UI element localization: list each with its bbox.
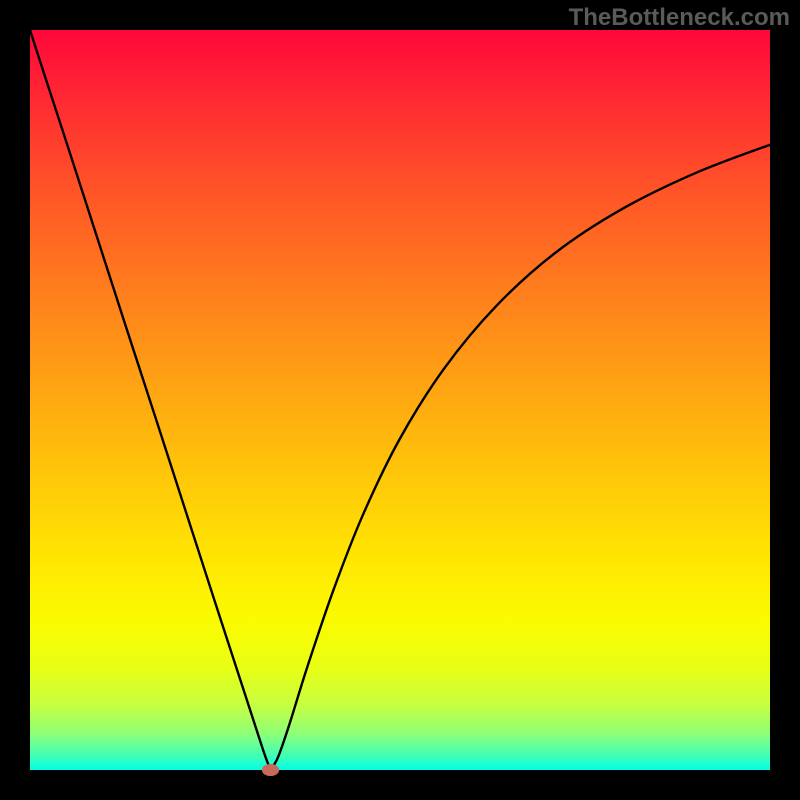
chart-container: TheBottleneck.com xyxy=(0,0,800,800)
watermark-text: TheBottleneck.com xyxy=(569,4,790,32)
chart-svg xyxy=(0,0,800,800)
optimum-marker xyxy=(262,764,278,775)
plot-background xyxy=(30,30,770,770)
